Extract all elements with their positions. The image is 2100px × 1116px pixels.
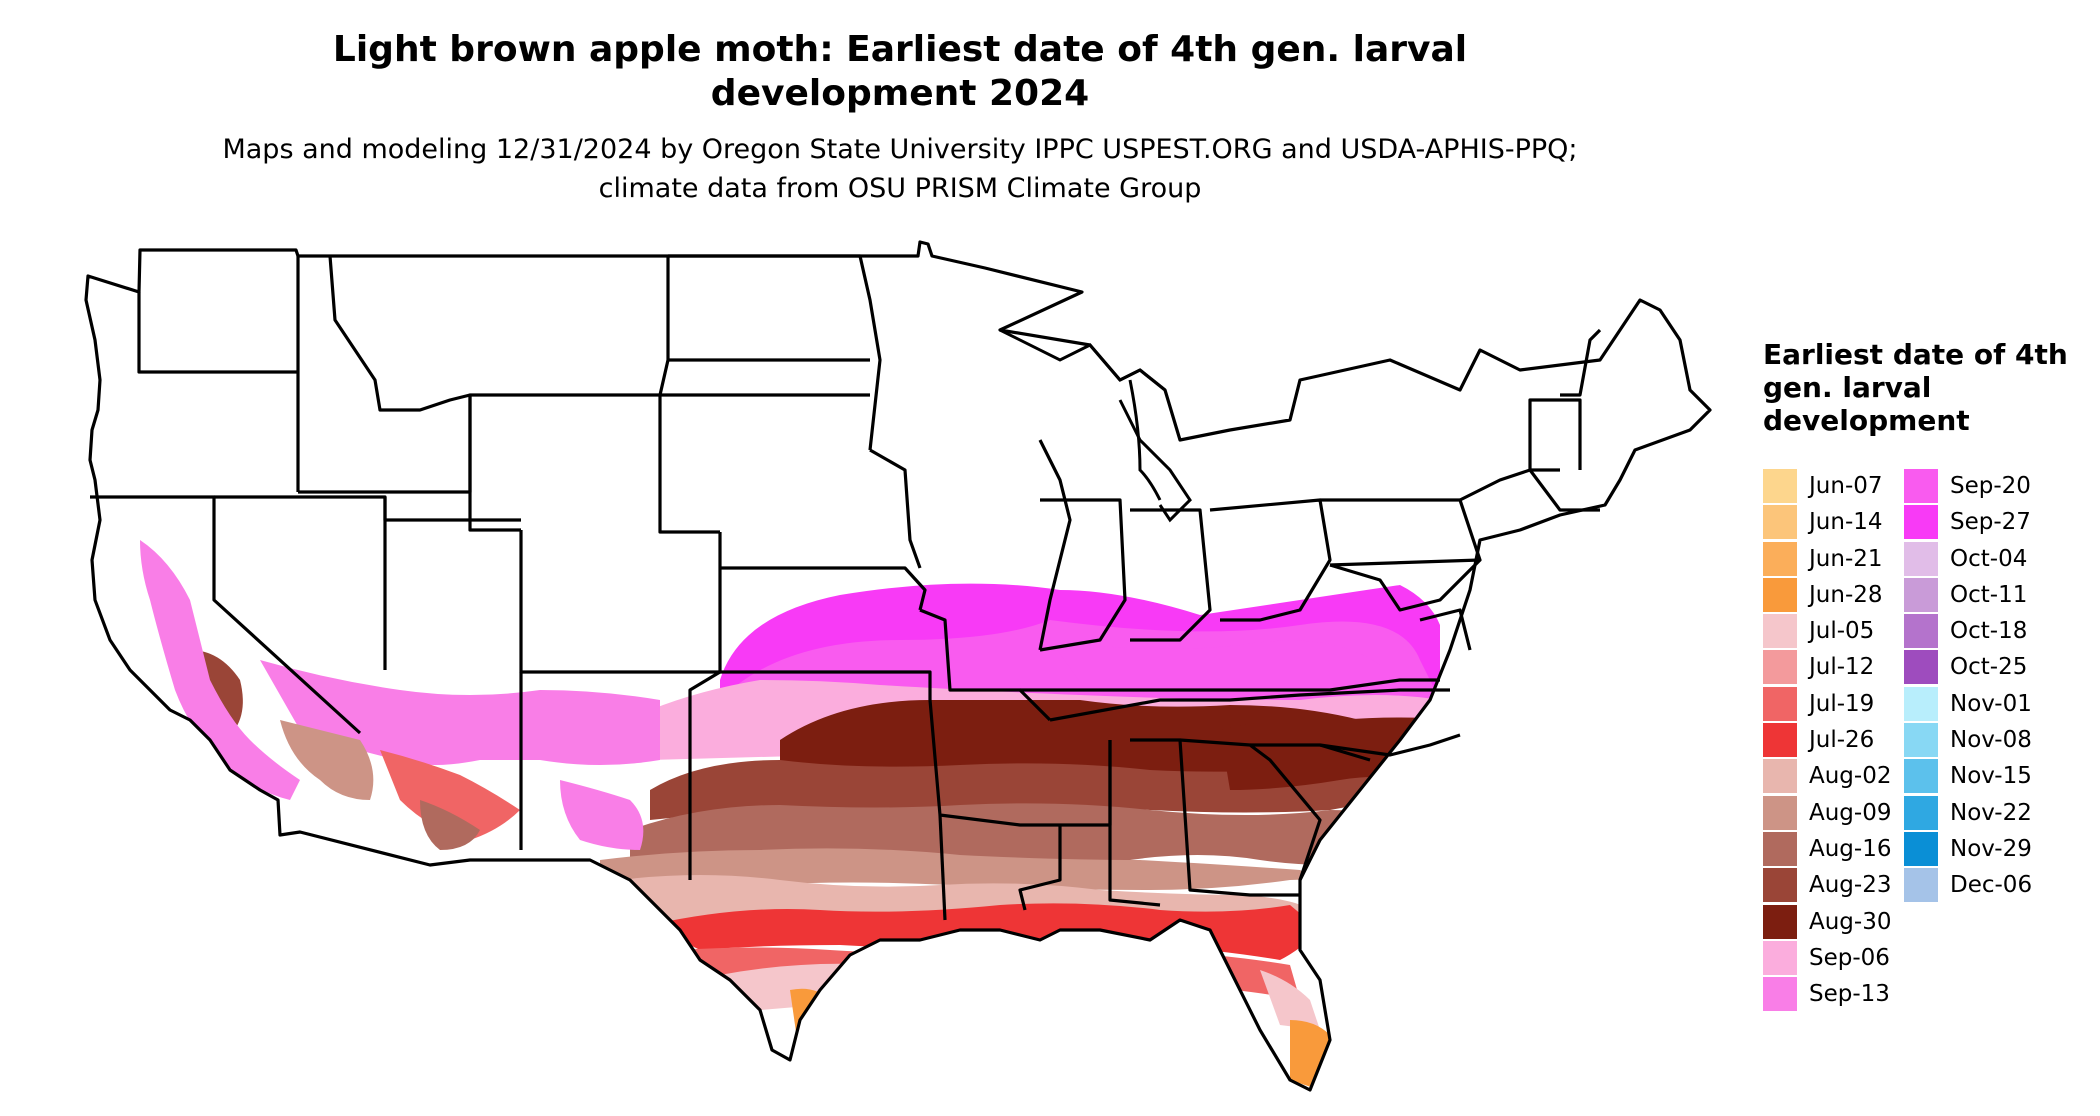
legend-label: Sep-06	[1809, 944, 1890, 971]
legend-label: Nov-08	[1950, 727, 2032, 754]
legend-label: Oct-25	[1950, 654, 2028, 681]
legend-swatch	[1904, 831, 1938, 866]
legend-label: Nov-22	[1950, 799, 2032, 826]
legend-swatch	[1904, 759, 1938, 794]
legend-swatch	[1763, 686, 1797, 721]
legend-label: Oct-18	[1950, 618, 2028, 645]
legend-label: Jun-21	[1809, 545, 1883, 572]
legend-swatch	[1763, 904, 1797, 939]
legend-label: Sep-13	[1809, 981, 1890, 1008]
legend-label: Oct-04	[1950, 545, 2028, 572]
legend-label: Aug-16	[1809, 835, 1892, 862]
legend-swatch	[1904, 868, 1938, 903]
legend-swatch	[1763, 577, 1797, 612]
region-fill-sep-13-ca	[140, 540, 300, 800]
legend-swatch	[1763, 505, 1797, 540]
legend-label: Jun-28	[1809, 581, 1883, 608]
legend-label: Sep-20	[1950, 473, 2031, 499]
region-fill-sep-27-midsouth	[1050, 640, 1380, 710]
legend-swatch	[1763, 831, 1797, 866]
legend-label: Nov-29	[1950, 835, 2032, 862]
legend-label: Nov-01	[1950, 690, 2032, 717]
legend-label: Jul-05	[1809, 618, 1875, 645]
region-fill-jul-19-az	[380, 750, 520, 840]
great-lakes-outline	[999, 328, 1192, 523]
legend-label: Jun-07	[1809, 473, 1883, 499]
map-title: Light brown apple moth: Earliest date of…	[332, 29, 1468, 114]
legend-swatch	[1904, 469, 1938, 503]
legend-swatch	[1763, 795, 1797, 830]
legend-swatch	[1763, 759, 1797, 794]
region-fill-sep-13-desert	[260, 660, 660, 765]
legend-swatch	[1904, 686, 1938, 721]
legend-swatch	[1763, 469, 1797, 503]
legend-swatch	[1763, 650, 1797, 685]
legend-label: Dec-06	[1950, 872, 2033, 899]
legend-swatch	[1904, 614, 1938, 649]
legend-label: Jul-12	[1809, 654, 1875, 681]
legend-swatch	[1904, 650, 1938, 685]
legend-label: Jul-26	[1809, 727, 1875, 754]
legend-label: Jun-14	[1809, 509, 1883, 536]
legend-label: Aug-09	[1809, 799, 1892, 826]
region-fill-sep-13-nm	[560, 780, 644, 850]
legend-swatch	[1904, 795, 1938, 830]
legend-label: Jul-19	[1809, 690, 1875, 717]
map-subtitle: Maps and modeling 12/31/2024 by Oregon S…	[222, 134, 1578, 204]
legend-swatch	[1763, 868, 1797, 903]
state-boundaries	[84, 240, 1712, 1092]
legend-label: Oct-11	[1950, 581, 2028, 608]
legend-swatch	[1763, 977, 1797, 1012]
legend-label: Sep-27	[1950, 509, 2031, 536]
legend-swatch	[1763, 541, 1797, 576]
legend-swatch	[1763, 940, 1797, 975]
legend-swatch	[1904, 541, 1938, 576]
legend-swatch	[1763, 614, 1797, 649]
legend-label: Nov-15	[1950, 763, 2032, 790]
phenology-fill-layer	[140, 540, 1470, 1090]
legend-swatch	[1904, 723, 1938, 758]
legend-label: Aug-23	[1809, 872, 1892, 899]
region-fill-jul-05-fl	[1260, 970, 1320, 1030]
legend-swatch	[1904, 505, 1938, 540]
legend-label: Aug-30	[1809, 908, 1892, 935]
legend-swatch	[1904, 577, 1938, 612]
region-fill-aug-16-az	[420, 800, 480, 850]
legend-swatch	[1763, 723, 1797, 758]
region-fill-aug-09-az	[280, 720, 374, 800]
region-fill-aug-09	[600, 848, 1308, 900]
legend-title: Earliest date of 4th gen. larval develop…	[1763, 338, 2068, 437]
legend-label: Aug-02	[1809, 763, 1892, 790]
